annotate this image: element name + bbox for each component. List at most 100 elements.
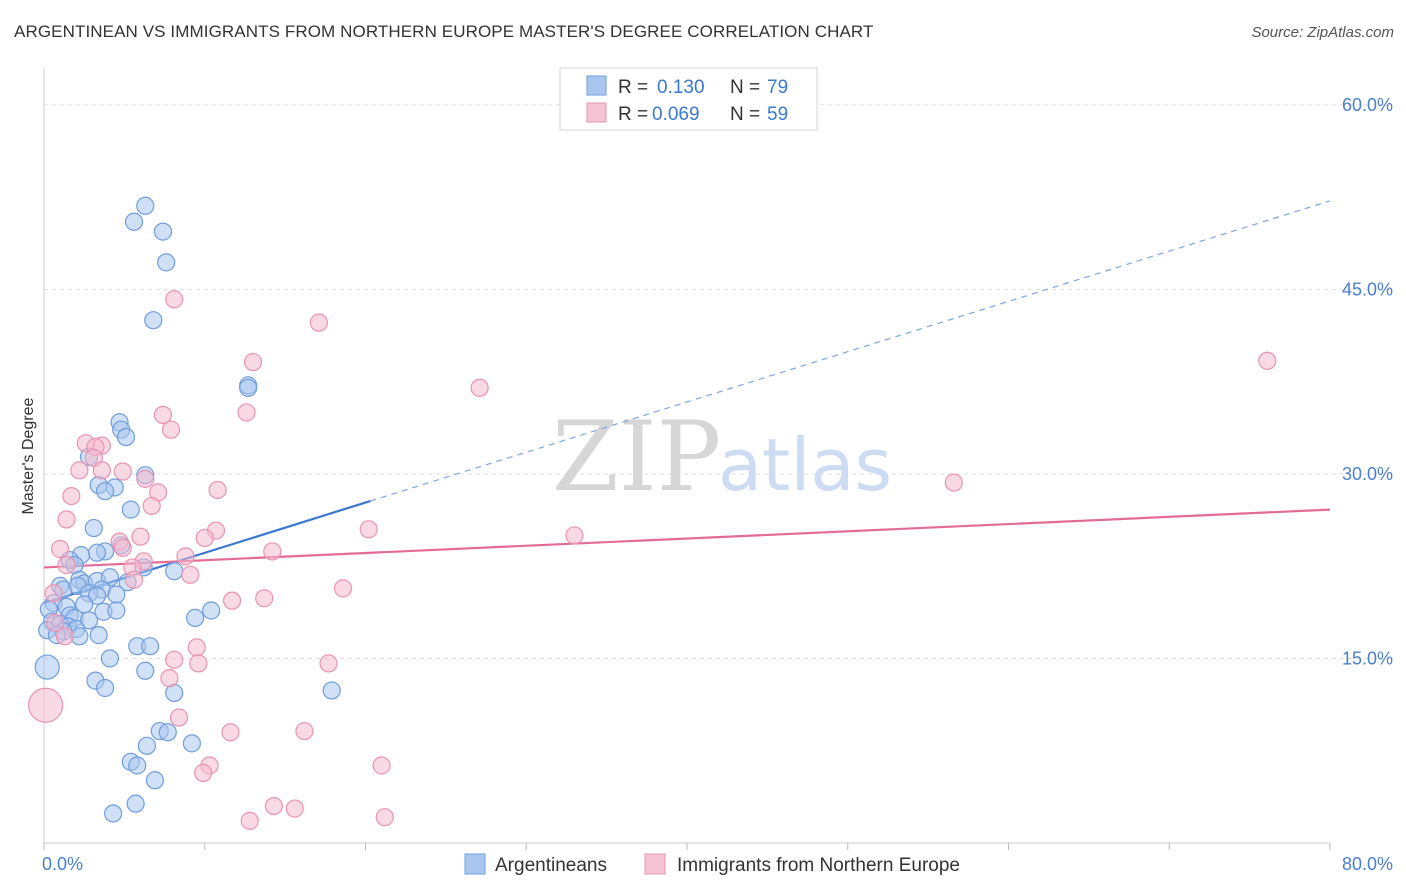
northern-europe-point-40 <box>255 589 274 608</box>
northern-europe-point-12 <box>70 461 89 480</box>
argentinean-point-63 <box>95 678 115 698</box>
northern-europe-point-36 <box>124 570 144 589</box>
argentinean-point-65 <box>322 681 341 700</box>
northern-europe-point-45 <box>189 654 208 673</box>
y-tick-label-2: 45.0% <box>1342 279 1393 299</box>
watermark-atlas: atlas <box>718 423 892 507</box>
trend-line-argentineans-extension <box>370 200 1331 502</box>
northern-europe-point-7 <box>161 420 181 439</box>
northern-europe-point-51 <box>372 756 391 775</box>
stats-swatch-blue <box>586 75 607 96</box>
tick-labels: 15.0% 30.0% 45.0% 60.0% 0.0% 80.0% <box>42 95 1393 874</box>
northern-europe-point-47 <box>160 669 179 688</box>
argentinean-point-2 <box>153 222 173 241</box>
argentinean-point-9 <box>116 427 136 447</box>
argentinean-point-19 <box>87 543 107 562</box>
stats-n-label-1: N = <box>730 77 760 98</box>
northern-europe-point-56 <box>285 799 304 818</box>
northern-europe-point-30 <box>263 542 282 561</box>
argentinean-point-15 <box>121 500 140 519</box>
stats-r-value-2: 0.069 <box>652 104 700 125</box>
stats-swatch-pink <box>586 102 607 123</box>
northern-europe-point-16 <box>944 473 963 492</box>
northern-europe-point-54 <box>28 687 64 723</box>
stats-r-label-2: R = <box>618 104 648 125</box>
stats-n-value-1: 79 <box>767 77 788 98</box>
northern-europe-point-50 <box>295 721 314 741</box>
argentinean-point-6 <box>239 378 258 397</box>
stats-n-value-2: 59 <box>767 104 788 125</box>
northern-europe-point-4 <box>470 378 489 397</box>
y-axis-title: Master's Degree <box>20 397 37 514</box>
northern-europe-point-2 <box>243 352 263 372</box>
northern-europe-point-3 <box>1258 351 1277 370</box>
argentinean-point-74 <box>104 804 123 823</box>
argentinean-point-58 <box>140 637 160 656</box>
northern-europe-point-38 <box>44 584 63 603</box>
argentinean-point-47 <box>186 608 205 627</box>
legend-label-argentineans: Argentineans <box>495 855 607 876</box>
argentinean-point-68 <box>137 736 156 755</box>
northern-europe-point-13 <box>92 461 111 480</box>
series-legend: Argentineans Immigrants from Northern Eu… <box>464 853 960 876</box>
chart-title: ARGENTINEAN VS IMMIGRANTS FROM NORTHERN … <box>14 22 874 41</box>
argentinean-point-71 <box>128 756 147 775</box>
northern-europe-point-55 <box>264 796 283 816</box>
data-points <box>28 196 1277 830</box>
northern-europe-point-37 <box>333 579 353 598</box>
argentinean-point-73 <box>126 794 145 813</box>
northern-europe-point-33 <box>57 555 76 575</box>
northern-europe-point-20 <box>142 496 161 516</box>
northern-europe-point-17 <box>208 480 227 500</box>
northern-europe-point-27 <box>195 528 214 548</box>
northern-europe-point-39 <box>222 591 242 610</box>
northern-europe-point-41 <box>46 613 65 632</box>
argentinean-point-4 <box>144 311 163 330</box>
stats-n-label-2: N = <box>730 104 760 125</box>
northern-europe-point-14 <box>113 462 132 481</box>
northern-europe-point-22 <box>359 520 378 539</box>
watermark-zip: ZIP <box>552 401 721 513</box>
legend-label-northern-europe: Immigrants from Northern Europe <box>677 855 960 876</box>
argentinean-point-45 <box>107 601 126 620</box>
argentinean-point-14 <box>95 482 115 501</box>
argentinean-point-1 <box>124 212 144 231</box>
argentinean-point-24 <box>165 562 184 581</box>
argentinean-point-36 <box>87 586 107 605</box>
northern-europe-point-42 <box>55 627 74 646</box>
northern-europe-point-31 <box>176 547 195 566</box>
trend-lines <box>43 200 1331 605</box>
argentinean-point-43 <box>79 611 99 630</box>
argentinean-point-56 <box>89 626 108 645</box>
y-tick-label-0: 15.0% <box>1342 648 1393 668</box>
northern-europe-point-53 <box>194 763 213 782</box>
northern-europe-point-18 <box>62 486 81 506</box>
argentinean-point-16 <box>84 518 103 538</box>
argentinean-point-61 <box>136 661 155 680</box>
northern-europe-point-21 <box>57 510 76 529</box>
northern-europe-point-28 <box>50 539 70 559</box>
stats-r-value-1: 0.130 <box>657 77 705 98</box>
northern-europe-point-46 <box>319 654 338 673</box>
stats-r-label-1: R = <box>618 77 648 98</box>
northern-europe-point-48 <box>169 708 189 727</box>
northern-europe-point-24 <box>565 526 584 545</box>
argentinean-point-72 <box>145 771 165 790</box>
argentinean-point-59 <box>34 654 60 680</box>
argentinean-point-60 <box>100 649 120 668</box>
stats-legend: R = 0.130 N = 79 R = 0.069 N = 59 <box>559 67 818 131</box>
source-label: Source: ZipAtlas.com <box>1251 24 1394 41</box>
northern-europe-point-49 <box>221 723 240 742</box>
legend-swatch-argentineans <box>464 853 486 875</box>
argentinean-point-67 <box>158 723 177 742</box>
northern-europe-point-1 <box>309 313 328 332</box>
x-tick-label-0: 0.0% <box>42 854 83 874</box>
northern-europe-point-43 <box>187 638 206 657</box>
northern-europe-point-44 <box>165 650 184 669</box>
grid-lines <box>44 104 1392 659</box>
trend-line-northern-europe <box>43 508 1331 569</box>
northern-europe-point-35 <box>181 565 200 584</box>
x-tick-label-1: 80.0% <box>1342 854 1393 874</box>
northern-europe-point-15 <box>136 469 155 488</box>
